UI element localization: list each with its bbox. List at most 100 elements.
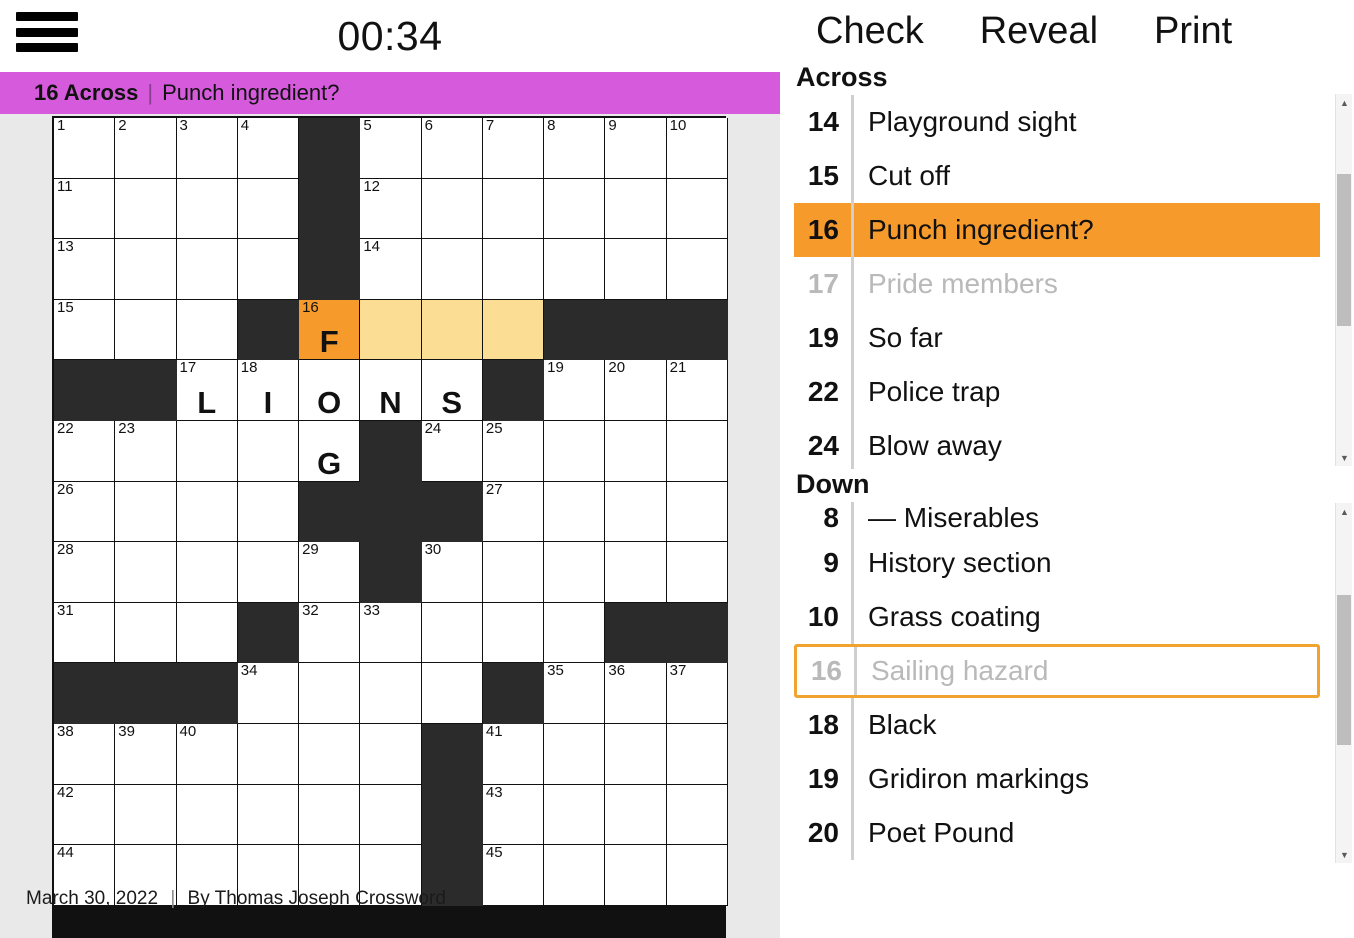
grid-cell[interactable]: N [360, 360, 422, 421]
grid-cell[interactable] [666, 845, 728, 906]
hamburger-menu-icon[interactable] [16, 8, 78, 56]
grid-cell[interactable]: 17 L [176, 360, 238, 421]
grid-cell[interactable] [666, 542, 728, 603]
grid-cell[interactable]: 14 [360, 239, 422, 300]
grid-cell[interactable]: 1 [54, 118, 116, 179]
grid-cell[interactable] [544, 420, 606, 482]
grid-cell[interactable] [360, 723, 422, 785]
grid-cell[interactable] [605, 420, 667, 482]
across-clue-list[interactable]: 14 Playground sight 15 Cut off 16 Punch ingre… [780, 95, 1354, 469]
grid-cell[interactable]: 13 [54, 239, 116, 300]
grid-cell[interactable] [544, 239, 606, 300]
grid-cell[interactable] [115, 542, 177, 603]
grid-cell[interactable]: O [299, 360, 361, 421]
grid-cell[interactable] [544, 178, 606, 240]
grid-cell[interactable] [176, 481, 238, 543]
down-scrollbar[interactable]: ▲ ▼ [1335, 503, 1352, 863]
across-scrollbar[interactable]: ▲ ▼ [1335, 94, 1352, 466]
grid-cell[interactable]: 41 [482, 723, 545, 785]
grid-cell[interactable] [666, 239, 728, 300]
grid-cell[interactable]: 29 [299, 542, 361, 603]
grid-cell[interactable]: 9 [605, 118, 667, 179]
grid-cell[interactable] [421, 299, 483, 361]
grid-cell[interactable]: 40 [176, 723, 238, 785]
grid-cell[interactable] [237, 178, 300, 240]
grid-cell[interactable]: 7 [482, 118, 545, 179]
grid-cell[interactable]: 22 [54, 420, 116, 482]
grid-cell[interactable] [176, 602, 238, 664]
grid-cell[interactable]: 21 [666, 360, 728, 421]
clue-item-across-24[interactable]: 24 Blow away [794, 419, 1320, 469]
grid-cell[interactable] [237, 784, 300, 846]
grid-cell[interactable] [176, 845, 238, 906]
grid-cell[interactable]: 5 [360, 118, 422, 179]
clue-item-down-9[interactable]: 9 History section [794, 536, 1320, 590]
clue-item-down-10[interactable]: 10 Grass coating [794, 590, 1320, 644]
grid-cell[interactable]: S [421, 360, 483, 421]
grid-cell[interactable]: 18 I [237, 360, 300, 421]
grid-cell[interactable] [360, 663, 422, 724]
grid-cell[interactable] [115, 239, 177, 300]
grid-cell[interactable] [176, 542, 238, 603]
grid-cell[interactable] [237, 420, 300, 482]
grid-cell[interactable] [115, 299, 177, 361]
grid-cell[interactable]: 4 [237, 118, 300, 179]
grid-cell[interactable] [237, 239, 300, 300]
grid-cell[interactable]: 12 [360, 178, 422, 240]
grid-cell[interactable] [421, 178, 483, 240]
clue-item-down-19[interactable]: 19 Gridiron markings [794, 752, 1320, 806]
grid-cell[interactable]: 42 [54, 784, 116, 846]
clue-item-down-8[interactable]: 8 — Miserables [794, 502, 1320, 536]
grid-cell[interactable] [605, 239, 667, 300]
grid-cell[interactable] [360, 784, 422, 846]
grid-cell[interactable]: 24 [421, 420, 483, 482]
grid-cell[interactable] [666, 178, 728, 240]
grid-cell[interactable]: 26 [54, 481, 116, 543]
grid-cell[interactable] [115, 784, 177, 846]
grid-cell[interactable]: 45 [482, 845, 545, 906]
grid-cell[interactable]: 6 [421, 118, 483, 179]
grid-cell[interactable]: 36 [605, 663, 667, 724]
grid-cell[interactable] [666, 784, 728, 846]
grid-cell[interactable]: 34 [237, 663, 300, 724]
grid-cell[interactable] [482, 602, 545, 664]
grid-cell[interactable]: 35 [544, 663, 606, 724]
grid-cell[interactable]: 33 [360, 602, 422, 664]
grid-cell[interactable] [482, 299, 545, 361]
grid-cell[interactable] [360, 845, 422, 906]
grid-cell[interactable] [299, 663, 361, 724]
grid-cell[interactable] [115, 178, 177, 240]
grid-cell[interactable] [666, 723, 728, 785]
across-scroll-thumb[interactable] [1337, 174, 1351, 326]
grid-cell[interactable]: 43 [482, 784, 545, 846]
grid-cell[interactable] [360, 299, 422, 361]
grid-cell[interactable]: 16 F [299, 299, 361, 361]
print-button[interactable]: Print [1126, 10, 1260, 53]
down-scroll-thumb[interactable] [1337, 595, 1351, 745]
clue-item-across-16[interactable]: 16 Punch ingredient? [794, 203, 1320, 257]
grid-cell[interactable] [299, 845, 361, 906]
grid-cell[interactable] [237, 723, 300, 785]
grid-cell[interactable] [482, 178, 545, 240]
grid-cell[interactable]: 32 [299, 602, 361, 664]
grid-cell[interactable] [544, 481, 606, 543]
current-clue-bar[interactable]: 16 Across | Punch ingredient? [0, 72, 780, 114]
grid-cell[interactable] [237, 845, 300, 906]
grid-cell[interactable] [544, 845, 606, 906]
grid-cell[interactable]: 19 [544, 360, 606, 421]
across-scroll-down-icon[interactable]: ▼ [1340, 452, 1349, 463]
grid-cell[interactable] [666, 481, 728, 543]
grid-cell[interactable] [605, 845, 667, 906]
grid-cell[interactable]: 20 [605, 360, 667, 421]
grid-cell[interactable] [482, 542, 545, 603]
across-scroll-up-icon[interactable]: ▲ [1340, 97, 1349, 108]
grid-cell[interactable]: 31 [54, 602, 116, 664]
grid-cell[interactable] [605, 723, 667, 785]
grid-cell[interactable] [176, 239, 238, 300]
grid-cell[interactable] [421, 239, 483, 300]
grid-cell[interactable] [544, 542, 606, 603]
grid-cell[interactable]: 25 [482, 420, 545, 482]
grid-cell[interactable] [176, 299, 238, 361]
grid-cell[interactable]: 10 [666, 118, 728, 179]
grid-cell[interactable] [115, 602, 177, 664]
